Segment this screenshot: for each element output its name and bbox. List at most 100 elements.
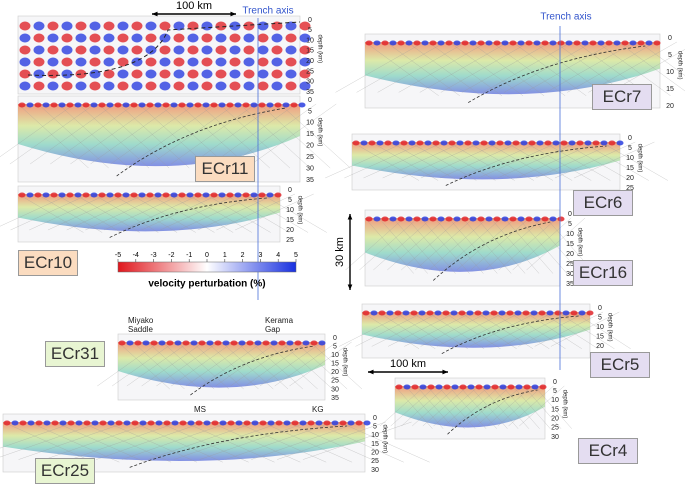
ray-path [382,141,464,179]
checker-cell [159,21,171,31]
ray-path [47,193,127,231]
surface-anomaly [565,40,573,46]
ray-path [126,341,190,387]
depth-tick-label: 0 [598,305,602,312]
depth-axis-label: depth (km) [576,228,582,257]
ray-path [85,193,165,231]
surface-anomaly [589,40,597,46]
ray-path [526,217,586,271]
ray-path [433,385,479,427]
depth-tick-label: 20 [566,251,574,258]
surface-anomaly [597,40,605,46]
surface-anomaly [608,140,616,146]
surface-anomaly [114,192,122,198]
ray-path [390,141,458,181]
surface-anomaly [106,192,114,198]
checker-cell [103,33,115,43]
ray-path [150,103,236,165]
ray-path [310,341,363,390]
ray-path [461,41,551,93]
ray-path [524,311,582,349]
surface-anomaly [298,102,306,108]
depth-axis-label: depth (km) [636,144,642,173]
depth-tick-label: 15 [626,165,634,172]
depth-axis-label: depth (km) [296,196,302,225]
ray-path [29,103,115,165]
ray-path [345,217,405,271]
surface-anomaly [445,216,453,222]
depth-tick-label: 10 [371,432,379,439]
surface-anomaly [426,310,434,316]
ray-path [469,385,508,429]
checker-cell [89,45,101,55]
ray-path [420,311,490,347]
ray-path [390,385,436,427]
surface-anomaly [154,192,162,198]
depth-axis-label: depth (km) [676,51,682,80]
surface-anomaly [190,340,198,346]
surface-anomaly [445,40,453,46]
surface-anomaly [509,216,517,222]
surface-anomaly [147,420,155,426]
ray-path [313,421,404,463]
surface-anomaly [522,310,530,316]
ray-path [279,103,351,169]
depth-tick-label: 0 [373,415,377,422]
surface-anomaly [162,102,170,108]
ray-path [476,385,522,427]
checker-cell [131,21,143,31]
surface-anomaly [202,192,210,198]
ray-path [355,311,424,347]
surface-anomaly [158,340,166,346]
ray-path [121,421,231,460]
depth-tick-label: 25 [306,68,314,75]
ray-path [546,41,635,93]
surface-anomaly [115,420,123,426]
ray-path [453,311,522,347]
ray-path [497,141,578,179]
colorbar-tick-label: -3 [150,252,156,259]
ray-path [439,141,521,179]
ray-path [487,385,533,427]
ray-path [491,41,566,96]
surface-anomaly [131,420,139,426]
depth-tick-label: 20 [371,450,379,457]
surface-anomaly [251,420,259,426]
ray-path [261,421,353,463]
depth-tick-label: 10 [551,397,559,404]
checker-cell [103,69,115,79]
panel-label: ECr6 [573,190,633,216]
surface-anomaly [485,216,493,222]
checker-cell [201,69,213,79]
surface-anomaly [493,40,501,46]
surface-anomaly [520,140,528,146]
surface-anomaly [573,40,581,46]
depth-tick-label: 15 [331,361,339,368]
ray-path [209,421,301,463]
surface-anomaly [491,384,499,390]
surface-anomaly [258,192,266,198]
surface-anomaly [82,192,90,198]
panel-label: ECr16 [573,260,633,286]
ray-path [484,217,544,271]
surface-anomaly [501,216,509,222]
ray-path [132,421,223,463]
checker-cell [47,57,59,67]
ray-path [470,217,530,271]
surface-anomaly [254,340,262,346]
surface-anomaly [42,192,50,198]
ray-path [221,341,274,390]
depth-tick-label: 20 [331,369,339,376]
depth-tick-label: 10 [596,324,604,331]
surface-anomaly [243,420,251,426]
ray-path [419,41,509,93]
surface-anomaly [210,102,218,108]
checker-cell [271,81,283,91]
surface-anomaly [466,310,474,316]
panel-label: ECr5 [590,352,650,378]
surface-anomaly [182,340,190,346]
checker-cell [19,45,31,55]
ray-path [401,217,460,271]
ray-path [449,41,524,96]
depth-tick-label: 5 [308,108,312,115]
